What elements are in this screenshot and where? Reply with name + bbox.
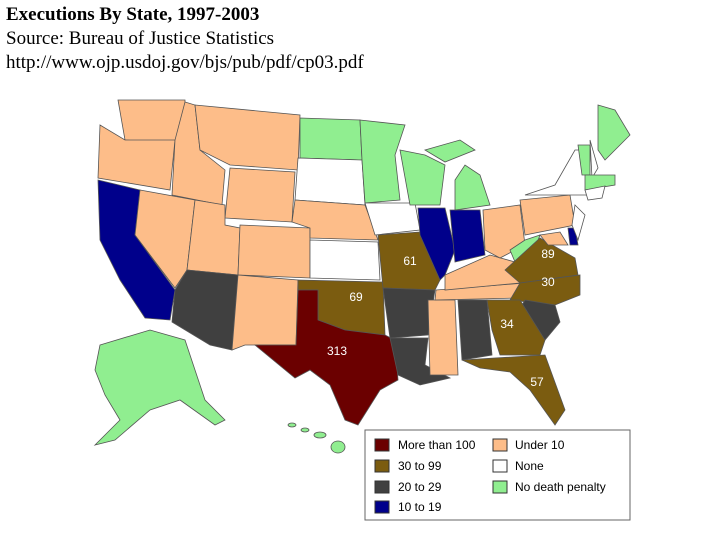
state	[93, 329, 226, 446]
state	[299, 117, 363, 161]
legend-swatch	[374, 500, 390, 514]
state-label: 30	[541, 275, 555, 289]
state	[377, 231, 441, 291]
legend-swatch	[374, 459, 390, 473]
state	[584, 174, 616, 191]
state	[194, 104, 301, 171]
states	[93, 99, 631, 454]
state	[253, 289, 399, 426]
source: Source: Bureau of Justice Statistics	[6, 28, 275, 49]
state	[449, 209, 486, 263]
state-label: 34	[500, 317, 514, 331]
state-label: 69	[349, 290, 363, 304]
island	[313, 431, 327, 439]
state	[364, 202, 421, 236]
legend-swatch	[492, 480, 508, 494]
state-label: 57	[530, 375, 544, 389]
state	[309, 239, 381, 281]
state-labels: 61 89 69 30 34 313 57	[327, 247, 555, 389]
state	[399, 149, 446, 206]
legend-swatch	[374, 438, 390, 452]
title: Executions By State, 1997-2003	[6, 4, 260, 25]
state	[97, 124, 176, 191]
legend: More than 100 30 to 99 20 to 29 10 to 19…	[364, 429, 631, 521]
state	[454, 164, 491, 211]
legend-swatch	[492, 438, 508, 452]
state	[597, 104, 631, 161]
state	[359, 119, 406, 204]
state	[237, 224, 311, 279]
state	[134, 189, 196, 289]
legend-label: 20 to 29	[398, 480, 442, 494]
state	[294, 157, 366, 206]
state	[519, 194, 576, 236]
legend-swatch	[492, 459, 508, 473]
legend-label: Under 10	[515, 438, 565, 452]
state	[224, 167, 296, 223]
state	[427, 299, 459, 376]
state	[171, 269, 239, 351]
legend-label: More than 100	[398, 438, 476, 452]
state	[504, 237, 579, 284]
state	[509, 274, 581, 306]
state	[457, 299, 493, 361]
legend-swatch	[374, 480, 390, 494]
state	[584, 185, 606, 201]
state-label: 61	[403, 254, 417, 268]
state	[424, 139, 476, 163]
state	[291, 199, 379, 241]
state	[571, 204, 586, 242]
state	[382, 287, 436, 339]
state	[461, 354, 566, 426]
island	[330, 440, 346, 454]
state	[539, 231, 569, 246]
legend-label: 30 to 99	[398, 459, 442, 473]
island	[287, 422, 297, 428]
state-label: 89	[541, 247, 555, 261]
state	[117, 99, 186, 146]
state	[589, 139, 599, 180]
legend-label: None	[515, 459, 544, 473]
island	[300, 427, 310, 433]
state-label: 313	[327, 344, 347, 358]
url: http://www.ojp.usdoj.gov/bjs/pub/pdf/cp0…	[6, 52, 364, 73]
legend-label: 10 to 19	[398, 500, 442, 514]
legend-label: No death penalty	[515, 480, 606, 494]
state	[231, 274, 299, 351]
